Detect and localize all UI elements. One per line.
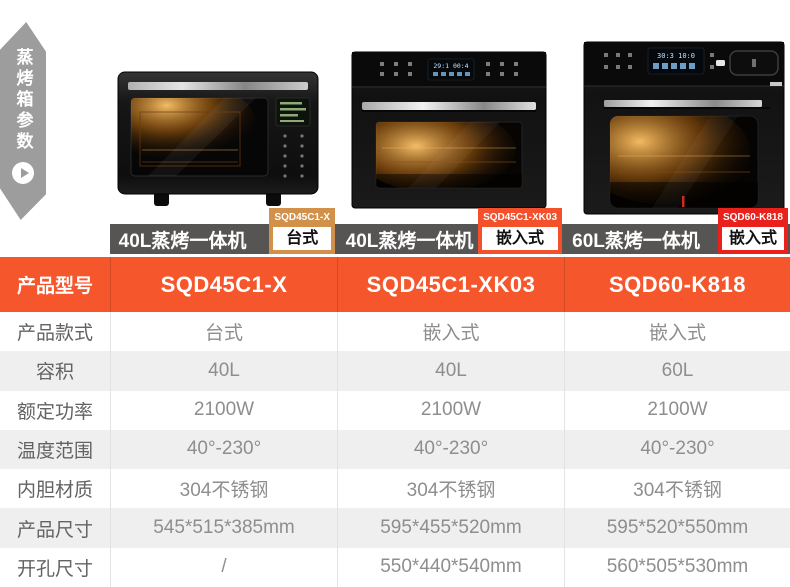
spec-cell: 40L (110, 351, 337, 391)
model-cell: SQD45C1-XK03 (337, 257, 564, 312)
spec-row: 容积 40L 40L 60L (0, 351, 790, 391)
spec-cell: 40°-230° (110, 429, 337, 470)
spec-cell: 台式 (110, 312, 337, 352)
spec-row-label: 开孔尺寸 (16, 558, 93, 580)
oven-cavity-glow (610, 116, 758, 208)
product-badge: SQD60-K818 嵌入式 (717, 207, 788, 254)
spec-cell: 304不锈钢 (564, 469, 790, 509)
spec-row: 产品尺寸 545*515*385mm 595*455*520mm 595*520… (0, 508, 790, 548)
badge-model-label: SQD60-K818 (722, 211, 783, 223)
product-header-1: 40L蒸烤一体机 SQD45C1-X 台式 (110, 204, 337, 254)
section-ribbon: 蒸烤箱参数 (0, 22, 46, 220)
spec-row-label: 产品款式 (16, 323, 93, 345)
product-badge: SQD45C1-X 台式 (269, 207, 335, 254)
product-title-bar: 40L蒸烤一体机 (337, 224, 564, 254)
section-ribbon-label: 蒸烤箱参数 (13, 48, 33, 153)
touch-buttons (283, 134, 304, 178)
product-title: 60L蒸烤一体机 (572, 230, 700, 252)
oven-handle (604, 100, 762, 107)
spec-row-label: 内胆材质 (16, 480, 93, 502)
product-title: 40L蒸烤一体机 (118, 230, 247, 252)
display-buttons (433, 72, 470, 76)
spec-row: 开孔尺寸 / 550*440*540mm 560*505*530mm (0, 547, 790, 587)
spec-cell: 595*520*550mm (564, 508, 790, 548)
spec-row-label: 产品尺寸 (16, 519, 93, 541)
oven-handle (128, 82, 308, 90)
product-image-sqd45c1-x (117, 71, 319, 206)
oven-foot (154, 192, 169, 206)
spec-cell: 304不锈钢 (110, 469, 337, 509)
play-video-button[interactable] (12, 162, 34, 184)
spec-cell: 595*455*520mm (337, 508, 564, 548)
model-cell: SQD45C1-X (110, 257, 337, 312)
oven-cavity-glow (131, 98, 256, 176)
spec-cell: 嵌入式 (337, 312, 564, 352)
product-header-row: 40L蒸烤一体机 SQD45C1-X 台式 40L蒸烤一体机 SQD45C1-X… (110, 204, 790, 254)
product-image-sqd45c1-xk03: 29:1 00:4 (351, 51, 547, 209)
panel-trim (770, 82, 782, 86)
oven-display (427, 58, 475, 81)
product-header-2: 40L蒸烤一体机 SQD45C1-XK03 嵌入式 (337, 204, 564, 254)
spec-cell: 2100W (564, 390, 790, 430)
touch-buttons (604, 53, 714, 69)
power-indicator (716, 60, 725, 66)
spec-cell: 550*440*540mm (337, 547, 564, 587)
spec-cell: 304不锈钢 (337, 469, 564, 509)
play-icon (20, 168, 29, 178)
spec-cell: 60L (564, 351, 790, 391)
model-cell: SQD60-K818 (564, 257, 790, 312)
door-latch-indicator (682, 196, 685, 207)
badge-type-label: 嵌入式 (482, 226, 558, 250)
touch-buttons (380, 62, 518, 76)
spec-cell: 545*515*385mm (110, 508, 337, 548)
spec-row: 产品款式 台式 嵌入式 嵌入式 (0, 312, 790, 352)
spec-cell: 2100W (110, 390, 337, 430)
oven-display (275, 97, 311, 127)
oven-cavity-glow (376, 122, 522, 188)
display-readout: 30:3 10:0 (657, 52, 695, 60)
spec-table-model-row: 产品型号 SQD45C1-X SQD45C1-XK03 SQD60-K818 (0, 257, 790, 312)
spec-row-label: 产品型号 (16, 276, 93, 297)
spec-row: 温度范围 40°-230° 40°-230° 40°-230° (0, 429, 790, 470)
badge-type-label: 台式 (273, 226, 331, 250)
product-badge: SQD45C1-XK03 嵌入式 (478, 207, 562, 254)
spec-row-label: 额定功率 (16, 401, 93, 423)
spec-cell: 40°-230° (564, 429, 790, 470)
spec-row-label: 温度范围 (16, 440, 93, 462)
badge-model-label: SQD45C1-XK03 (483, 211, 557, 223)
badge-type-label: 嵌入式 (721, 226, 784, 250)
badge-model-label: SQD45C1-X (274, 211, 330, 223)
spec-cell: 560*505*530mm (564, 547, 790, 587)
product-header-3: 60L蒸烤一体机 SQD60-K818 嵌入式 (564, 204, 790, 254)
product-title: 40L蒸烤一体机 (345, 230, 474, 252)
knob-marker (752, 59, 756, 67)
display-readout: 29:1 00:4 (433, 62, 468, 70)
spec-table-body: 产品款式 台式 嵌入式 嵌入式 容积 40L 40L 60L 额定功率 2100… (0, 312, 790, 587)
spec-cell: 40L (337, 351, 564, 391)
product-image-sqd60-k818: 30:3 10:0 (583, 41, 785, 215)
spec-row-label: 容积 (35, 362, 74, 384)
oven-foot (266, 192, 281, 206)
spec-cell: / (110, 547, 337, 587)
oven-handle (362, 102, 536, 110)
spec-row: 内胆材质 304不锈钢 304不锈钢 304不锈钢 (0, 469, 790, 509)
spec-cell: 40°-230° (337, 429, 564, 470)
spec-row: 额定功率 2100W 2100W 2100W (0, 390, 790, 430)
display-buttons (653, 63, 695, 69)
spec-cell: 2100W (337, 390, 564, 430)
spec-cell: 嵌入式 (564, 312, 790, 352)
display-readout (280, 102, 306, 122)
